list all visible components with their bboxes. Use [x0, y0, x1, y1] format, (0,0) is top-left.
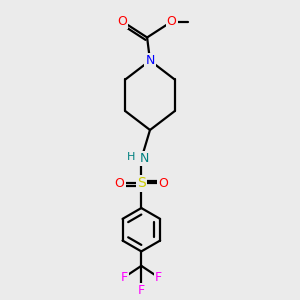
Text: O: O — [115, 177, 124, 190]
Text: O: O — [118, 15, 128, 28]
Text: N: N — [140, 152, 149, 165]
Text: S: S — [137, 176, 146, 190]
Text: N: N — [145, 54, 155, 67]
Text: F: F — [120, 271, 128, 284]
Text: F: F — [138, 284, 145, 297]
Text: F: F — [155, 271, 162, 284]
Text: O: O — [158, 177, 168, 190]
Text: O: O — [167, 15, 177, 28]
Text: H: H — [127, 152, 135, 162]
